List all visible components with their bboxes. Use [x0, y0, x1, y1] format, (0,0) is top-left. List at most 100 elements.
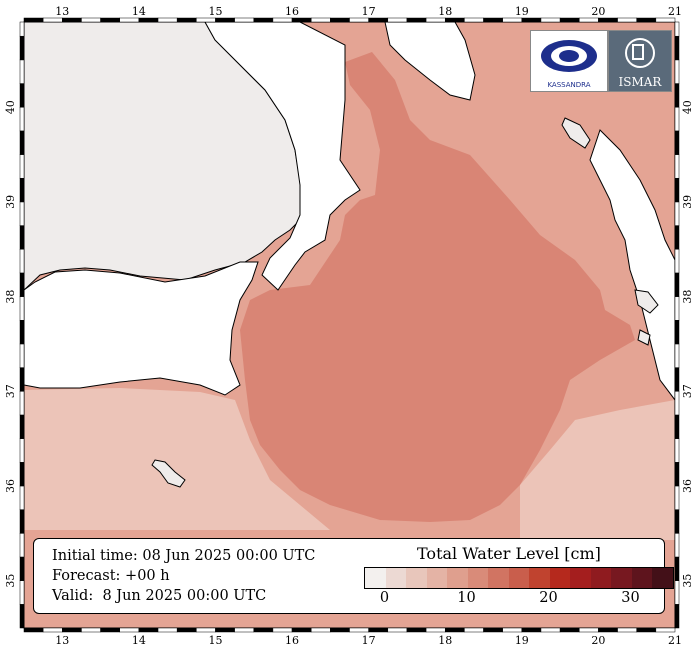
lon-tick-label-bottom: 14 [132, 634, 146, 647]
frame-tick-segment [310, 17, 331, 23]
axis-tick-labels: 13 13 14 14 15 15 16 16 17 17 18 18 19 19 20 20 21 21 35 35… [4, 5, 694, 647]
frame-tick-segment [368, 17, 389, 23]
frame-tick-segment [234, 627, 255, 633]
frame-tick-segment [19, 509, 25, 534]
frame-tick-segment [19, 296, 25, 321]
frame-tick-segment [579, 17, 599, 23]
frame-tick-segment [330, 627, 350, 633]
frame-tick-segment [540, 17, 561, 23]
greece-land [589, 129, 675, 401]
frame-tick-segment [234, 17, 255, 23]
frame-tick-segment [502, 17, 523, 23]
frame-ticks [19, 17, 680, 633]
lat-tick-label-right: 36 [681, 479, 694, 493]
info-legend-panel: Initial time: 08 Jun 2025 00:00 UTC Fore… [33, 538, 674, 614]
frame-tick-segment [674, 462, 680, 487]
frame-tick-segment [674, 35, 680, 61]
lon-tick-label-bottom: 16 [285, 634, 299, 647]
frame-tick-segment [674, 130, 680, 155]
frame-tick-segment [291, 17, 312, 23]
legend-color-cell [406, 568, 427, 588]
frame-tick-segment [674, 320, 680, 345]
lon-tick-label-bottom: 21 [668, 634, 682, 647]
zakynthos-island [637, 329, 651, 346]
lat-tick-label-right: 39 [681, 195, 694, 209]
lon-tick-label-top: 19 [515, 5, 529, 18]
frame-tick-segment [215, 17, 235, 23]
frame-tick-segment [674, 201, 680, 226]
frame-tick-segment [559, 17, 580, 23]
frame-tick-segment [215, 627, 235, 633]
frame-tick-segment [19, 35, 25, 61]
lat-tick-label-left: 40 [4, 100, 17, 114]
frame-tick-segment [674, 177, 680, 203]
frame-tick-segment [23, 17, 44, 23]
calabria-land [204, 22, 361, 291]
frame-tick-segment [655, 627, 676, 633]
legend-color-cell [570, 568, 591, 588]
frame-tick-segment [100, 17, 120, 23]
lat-tick-label-left: 36 [4, 479, 17, 493]
frame-tick-segment [138, 627, 159, 633]
frame-tick-segment [444, 17, 465, 23]
frame-tick-segment [19, 533, 25, 558]
ismar-logo: ISMAR [608, 30, 672, 92]
frame-tick-segment [655, 17, 676, 23]
legend-color-cell [385, 568, 406, 588]
frame-tick-segment [425, 17, 446, 23]
frame-tick-segment [674, 343, 680, 368]
frame-tick-segment [253, 17, 274, 23]
frame-tick-segment [521, 17, 542, 23]
frame-tick-segment [19, 556, 25, 581]
kassandra-logo-text: KASSANDRA [547, 81, 591, 89]
lat-tick-label-right: 35 [681, 574, 694, 588]
lat-tick-label-right: 37 [681, 384, 694, 398]
frame-tick-segment [349, 17, 369, 23]
frame-tick-segment [425, 627, 446, 633]
frame-tick-segment [674, 296, 680, 321]
lon-tick-label-bottom: 19 [515, 634, 529, 647]
legend-color-cell [549, 568, 570, 588]
frame-tick-segment [674, 580, 680, 605]
frame-tick-segment [540, 627, 561, 633]
legend-color-cell [467, 568, 488, 588]
legend-color-cell [590, 568, 611, 588]
frame-tick-segment [19, 485, 25, 510]
lon-tick-label-top: 18 [438, 5, 452, 18]
lon-tick-label-bottom: 20 [591, 634, 605, 647]
frame-tick-segment [674, 509, 680, 534]
frame-tick-segment [674, 485, 680, 510]
frame-tick-segment [176, 17, 197, 23]
color-legend-bar [364, 567, 674, 589]
lat-tick-label-left: 35 [4, 574, 17, 588]
lon-tick-label-top: 21 [668, 5, 682, 18]
frame-tick-segment [310, 627, 331, 633]
frame-tick-segment [387, 627, 408, 633]
frame-tick-segment [19, 272, 25, 297]
lon-tick-label-top: 16 [285, 5, 299, 18]
legend-tick-label: 10 [457, 590, 476, 606]
frame-tick-segment [636, 627, 657, 633]
legend-tick-label: 30 [621, 590, 640, 606]
ismar-logo-text: ISMAR [618, 75, 662, 89]
frame-tick-segment [19, 414, 25, 439]
legend-title: Total Water Level [cm] [417, 544, 601, 563]
frame-tick-segment [19, 83, 25, 108]
frame-tick-segment [406, 17, 427, 23]
frame-tick-segment [42, 17, 63, 23]
frame-tick-segment [19, 154, 25, 179]
frame-tick-segment [19, 391, 25, 416]
lon-tick-label-top: 17 [362, 5, 376, 18]
frame-tick-segment [674, 106, 680, 132]
frame-tick-segment [272, 17, 293, 23]
frame-tick-segment [253, 627, 274, 633]
frame-tick-segment [674, 604, 680, 629]
frame-tick-segment [19, 343, 25, 368]
lon-tick-label-top: 14 [132, 5, 146, 18]
lon-tick-label-top: 20 [591, 5, 605, 18]
frame-tick-segment [674, 59, 680, 84]
frame-tick-segment [674, 414, 680, 439]
frame-tick-segment [674, 154, 680, 179]
frame-tick-segment [157, 627, 178, 633]
frame-tick-segment [119, 627, 140, 633]
